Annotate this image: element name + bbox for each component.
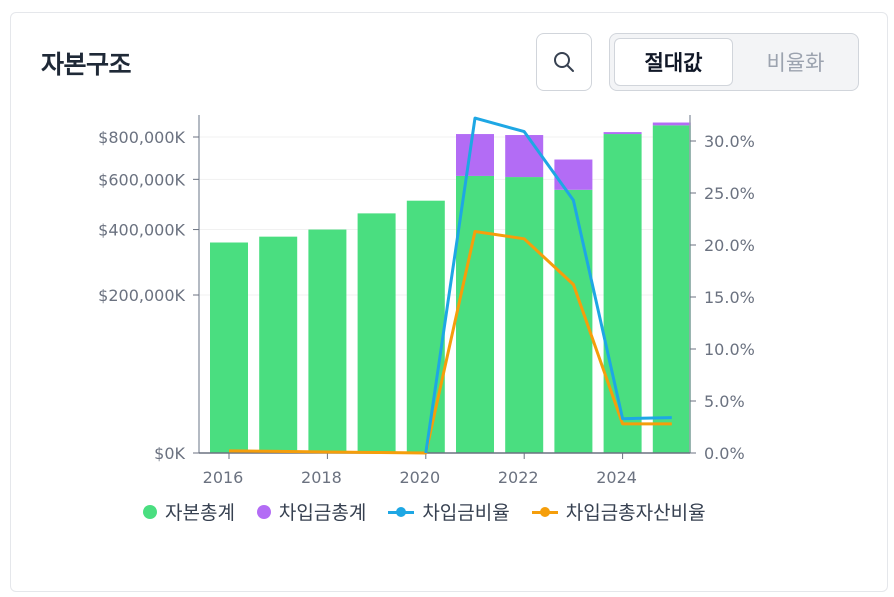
y-right-tick-label: 15.0%	[704, 288, 755, 307]
x-tick-label: 2024	[596, 468, 637, 487]
bar-equity	[308, 229, 347, 453]
x-tick-label: 2022	[498, 468, 539, 487]
chart-legend: 자본총계 차입금총계 차입금비율 차입금총자산비율	[143, 498, 706, 525]
x-tick-label: 2016	[203, 468, 244, 487]
bar-borrowings	[456, 134, 494, 176]
x-tick-label: 2020	[399, 468, 440, 487]
search-icon	[554, 52, 574, 72]
card-title: 자본구조	[41, 50, 132, 79]
legend-swatch-debt-ratio	[388, 505, 415, 519]
y-left-tick-label: $0K	[154, 444, 185, 463]
ratio-option[interactable]: 비율화	[766, 51, 825, 75]
y-left-tick-label: $600,000K	[98, 170, 185, 189]
legend-swatch-equity	[143, 504, 157, 519]
bar-equity	[406, 200, 445, 453]
line-debt-asset-ratio	[228, 230, 672, 455]
bar-borrowings	[603, 132, 642, 135]
y-left-tick-label: $800,000K	[98, 128, 185, 147]
y-right-tick-label: 25.0%	[704, 184, 755, 203]
legend-label-borrowings: 차입금총계	[278, 502, 367, 524]
line-debt-ratio	[424, 116, 672, 454]
y-right-tick-label: 10.0%	[704, 340, 755, 359]
legend-swatch-borrowings	[256, 504, 271, 519]
bar-equity	[652, 125, 691, 453]
y-right-tick-label: 20.0%	[704, 236, 755, 255]
bar-equity	[210, 242, 248, 453]
search-button[interactable]	[536, 33, 592, 91]
value-mode-toggle: 절대값 비율화	[609, 33, 859, 91]
legend-item-equity[interactable]: 자본총계	[143, 498, 235, 525]
legend-swatch-debt-asset-ratio	[531, 505, 558, 519]
legend-label-debt-ratio: 차입금비율	[422, 502, 510, 524]
y-right-tick-label: 30.0%	[704, 132, 755, 151]
bar-borrowings	[652, 122, 691, 126]
legend-label-debt-asset-ratio: 차입금총자산비율	[565, 502, 706, 524]
legend-item-debt-ratio[interactable]: 차입금비율	[388, 498, 510, 525]
absolute-option[interactable]: 절대값	[614, 38, 733, 86]
x-tick-label: 2018	[301, 468, 342, 487]
bar-equity	[357, 213, 396, 453]
bar-equity	[456, 175, 494, 454]
bar-borrowings	[505, 135, 544, 178]
y-left-tick-label: $200,000K	[98, 286, 185, 305]
bar-equity	[603, 134, 642, 453]
y-left-tick-label: $400,000K	[98, 221, 185, 240]
legend-label-equity: 자본총계	[165, 502, 235, 524]
bar-equity	[505, 177, 544, 453]
y-right-tick-label: 5.0%	[704, 392, 745, 411]
legend-item-borrowings[interactable]: 차입금총계	[256, 498, 367, 525]
legend-item-debt-asset-ratio[interactable]: 차입금총자산비율	[531, 498, 706, 525]
bar-equity	[259, 236, 298, 453]
bar-borrowings	[554, 159, 593, 190]
y-right-tick-label: 0.0%	[704, 444, 745, 463]
